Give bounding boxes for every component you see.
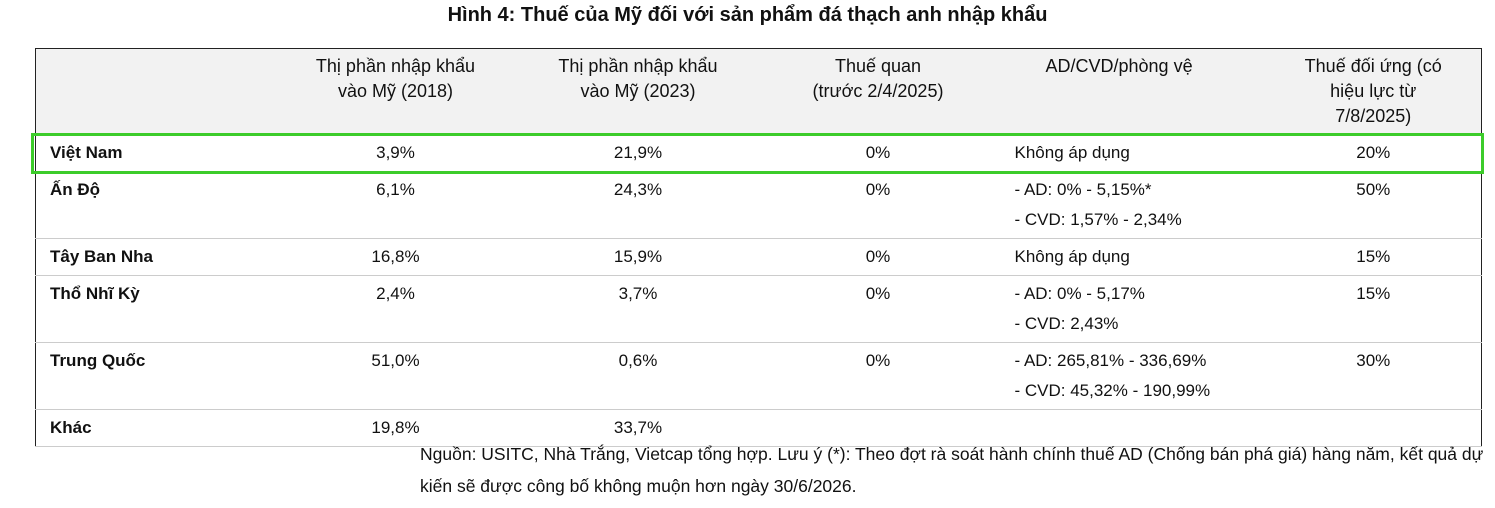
table-cell: - AD: 0% - 5,15%* - CVD: 1,57% - 2,34% — [1000, 171, 1266, 239]
cell-text: 51,0% — [371, 351, 420, 370]
cell-text: 0% — [865, 143, 891, 162]
table-cell: Khác — [35, 409, 271, 447]
table-cell — [1265, 409, 1482, 447]
table-cell: 0% — [755, 342, 1001, 410]
header-cell: Thị phần nhập khẩu vào Mỹ (2023) — [520, 48, 756, 135]
highlight-box — [30, 132, 1484, 174]
cell-text: 0% — [865, 284, 891, 303]
cell-text: Thổ Nhĩ Kỳ — [50, 284, 140, 303]
header-line: Thị phần nhập khẩu — [315, 56, 476, 76]
cell-line: - AD: 265,81% - 336,69% — [1014, 351, 1207, 370]
cell-line: - CVD: 2,43% — [1014, 314, 1119, 333]
table-cell: 0,6% — [520, 342, 756, 410]
table-row: Khác 19,8% 33,7% — [35, 409, 1482, 447]
table-cell: Tây Ban Nha — [35, 238, 271, 276]
table-cell: 0% — [755, 238, 1001, 276]
cell-text: 0% — [865, 180, 891, 199]
cell-text: Trung Quốc — [50, 351, 146, 370]
table-cell: Trung Quốc — [35, 342, 271, 410]
cell-text: 19,8% — [371, 418, 420, 437]
table-cell: 6,1% — [270, 171, 521, 239]
cell-text: 16,8% — [371, 247, 420, 266]
table-cell: 15% — [1265, 238, 1482, 276]
cell-text: Khác — [50, 418, 92, 437]
cell-text: 15% — [1356, 247, 1391, 266]
cell-line: - AD: 0% - 5,15%* — [1014, 180, 1152, 199]
table-cell: 24,3% — [520, 171, 756, 239]
table-cell: 2,4% — [270, 275, 521, 343]
cell-text: 6,1% — [376, 180, 415, 199]
table-cell: - AD: 0% - 5,17% - CVD: 2,43% — [1000, 275, 1266, 343]
table-cell: 50% — [1265, 171, 1482, 239]
table-cell: Thổ Nhĩ Kỳ — [35, 275, 271, 343]
table-cell: 0% — [755, 275, 1001, 343]
source-note: Nguồn: USITC, Nhà Trắng, Vietcap tổng hợ… — [420, 444, 1484, 496]
table-cell: 0% — [755, 134, 1001, 172]
table-row: Trung Quốc 51,0% 0,6% 0% - AD: 265,81% - 336… — [35, 342, 1482, 410]
cell-text: 20% — [1356, 143, 1391, 162]
table-cell: 15% — [1265, 275, 1482, 343]
cell-line: - CVD: 45,32% - 190,99% — [1014, 381, 1211, 400]
header-cell — [35, 48, 271, 135]
table-body: Việt Nam 3,9% 21,9% 0% Không áp dụng 20% Ấn Độ… — [35, 134, 1482, 447]
cell-text: Việt Nam — [50, 143, 123, 162]
header-cell: Thị phần nhập khẩu vào Mỹ (2018) — [270, 48, 521, 135]
header-line: Thuế đối ứng (có — [1304, 56, 1442, 76]
table-cell: 15,9% — [520, 238, 756, 276]
cell-text: 30% — [1356, 351, 1391, 370]
cell-text: 0% — [865, 247, 891, 266]
table-cell: Ấn Độ — [35, 171, 271, 239]
table-row: Thổ Nhĩ Kỳ 2,4% 3,7% 0% - AD: 0% - 5,17% - CV… — [35, 275, 1482, 343]
header-line: hiệu lực từ — [1330, 81, 1417, 101]
cell-text: 0,6% — [618, 351, 658, 370]
cell-text: 33,7% — [613, 418, 663, 437]
cell-text: 50% — [1356, 180, 1391, 199]
header-cell: Thuế quan (trước 2/4/2025) — [755, 48, 1001, 135]
table-cell: Việt Nam — [35, 134, 271, 172]
cell-text: 15% — [1356, 284, 1391, 303]
table-cell: 20% — [1265, 134, 1482, 172]
header-line: AD/CVD/phòng vệ — [1045, 56, 1193, 76]
cell-text: 2,4% — [376, 284, 415, 303]
table-cell: 3,7% — [520, 275, 756, 343]
cell-text: Tây Ban Nha — [50, 247, 153, 266]
header-cell: Thuế đối ứng (có hiệu lực từ 7/8/2025) — [1265, 48, 1482, 135]
table-cell: 30% — [1265, 342, 1482, 410]
header-line: (trước 2/4/2025) — [812, 81, 944, 101]
cell-text: 21,9% — [613, 143, 663, 162]
table-cell: 0% — [755, 171, 1001, 239]
table-cell: - AD: 265,81% - 336,69% - CVD: 45,32% - 1… — [1000, 342, 1266, 410]
table-row: Ấn Độ 6,1% 24,3% 0% - AD: 0% - 5,15%* - CVD: … — [35, 171, 1482, 239]
table-cell: 19,8% — [270, 409, 521, 447]
header-row: Thị phần nhập khẩu vào Mỹ (2018) Thị phần … — [35, 48, 1482, 135]
cell-line: - AD: 0% - 5,17% — [1014, 284, 1145, 303]
cell-text: 3,7% — [618, 284, 658, 303]
header-line: Thuế quan — [834, 56, 922, 76]
table-row: Tây Ban Nha 16,8% 15,9% 0% Không áp dụng 15% — [35, 238, 1482, 276]
cell-line: Không áp dụng — [1014, 247, 1130, 266]
header-line: Thị phần nhập khẩu — [558, 56, 718, 76]
cell-text: Ấn Độ — [50, 180, 101, 199]
table-cell — [755, 409, 1001, 447]
table-cell: 16,8% — [270, 238, 521, 276]
cell-line: Không áp dụng — [1014, 143, 1130, 162]
table-cell: 33,7% — [520, 409, 756, 447]
header-line: vào Mỹ (2018) — [337, 81, 454, 101]
table-cell — [1000, 409, 1266, 447]
table-cell: 51,0% — [270, 342, 521, 410]
header-cell: AD/CVD/phòng vệ — [1000, 48, 1266, 135]
cell-text: 15,9% — [613, 247, 663, 266]
title: Hình 4: Thuế của Mỹ đối với sản phẩm đá … — [447, 4, 1048, 26]
cell-text: 3,9% — [376, 143, 415, 162]
cell-line: - CVD: 1,57% - 2,34% — [1014, 210, 1182, 229]
header-line: 7/8/2025) — [1335, 106, 1412, 126]
cell-text: 0% — [865, 351, 891, 370]
cell-text: 24,3% — [613, 180, 663, 199]
table-cell: Không áp dụng — [1000, 238, 1266, 276]
header-line: vào Mỹ (2023) — [580, 81, 696, 101]
tariff-table: Thị phần nhập khẩu vào Mỹ (2018) Thị phần … — [35, 48, 1482, 447]
